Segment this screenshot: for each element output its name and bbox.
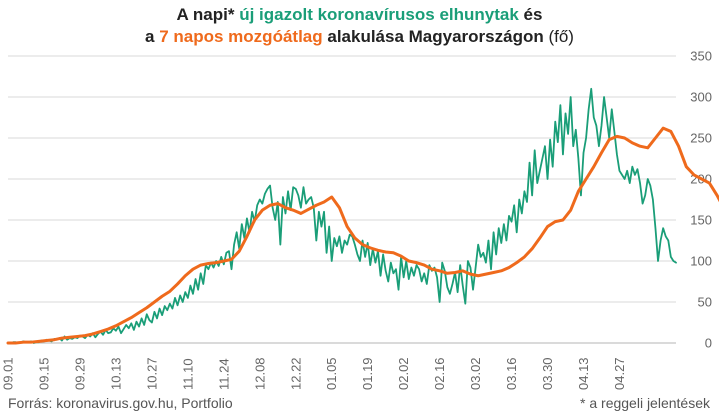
x-tick-label: 11.24 (216, 358, 231, 390)
chart-title-line-1: A napi* új igazolt koronavírusos elhunyt… (0, 4, 719, 26)
x-tick-label: 04.13 (576, 357, 591, 390)
y-tick-label: 0 (705, 336, 712, 351)
x-tick-label: 12.08 (252, 357, 267, 390)
source-caption: Forrás: koronavirus.gov.hu, Portfolio (8, 395, 233, 411)
title-moving-average-label: 7 napos mozgóátlag (159, 27, 323, 46)
moving-average-line (6, 126, 719, 345)
x-tick-label: 03.02 (468, 357, 483, 390)
x-tick-label: 09.15 (36, 357, 51, 390)
grid-lines (8, 55, 676, 344)
title-daily-deaths-label: új igazolt koronavírusos elhunytak (239, 5, 519, 24)
x-tick-label: 01.05 (324, 357, 339, 390)
chart-title: A napi* új igazolt koronavírusos elhunyt… (0, 4, 719, 48)
y-tick-label: 350 (690, 49, 712, 64)
title-line2-middle: alakulása Magyarországon (322, 27, 549, 46)
y-tick-label: 150 (690, 213, 712, 228)
x-tick-label: 01.19 (360, 357, 375, 390)
chart-title-line-2: a 7 napos mozgóátlag alakulása Magyarors… (0, 26, 719, 48)
title-line1-prefix: A napi* (176, 5, 240, 24)
x-tick-label: 09.01 (1, 357, 16, 390)
x-tick-label: 10.13 (108, 357, 123, 390)
x-axis-ticks: 09.01 09.15 09.29 10.13 10.27 11.10 11.24 12.08… (1, 357, 627, 390)
x-tick-label: 02.16 (432, 357, 447, 390)
y-tick-label: 50 (698, 295, 712, 310)
title-unit-label: (fő) (548, 27, 574, 46)
daily-deaths-line (7, 87, 677, 344)
series-lines (6, 87, 719, 345)
x-tick-label: 03.30 (540, 357, 555, 390)
title-line2-prefix: a (145, 27, 160, 46)
x-tick-label: 03.16 (504, 357, 519, 390)
x-tick-label: 10.27 (144, 357, 159, 390)
footnote: * a reggeli jelentések (580, 395, 710, 411)
y-tick-label: 250 (690, 131, 712, 146)
x-tick-label: 02.02 (396, 357, 411, 390)
y-tick-label: 100 (690, 254, 712, 269)
y-tick-label: 300 (690, 90, 712, 105)
x-tick-label: 09.29 (72, 357, 87, 390)
x-tick-label: 04.27 (612, 357, 627, 390)
x-tick-label: 12.22 (288, 357, 303, 390)
x-tick-label: 11.10 (180, 358, 195, 390)
title-line1-suffix: és (518, 5, 543, 24)
